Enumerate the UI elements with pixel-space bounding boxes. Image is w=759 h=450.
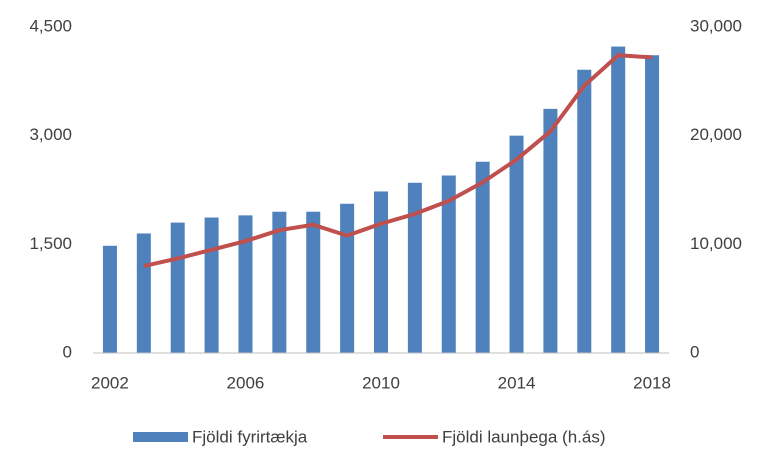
bar <box>611 46 626 354</box>
y-tick-label: 0 <box>63 342 72 361</box>
y-tick-label: 1,500 <box>29 234 72 253</box>
x-tick-label: 2014 <box>498 373 536 392</box>
bar <box>272 211 287 353</box>
bar <box>441 175 456 353</box>
y-tick-label: 3,000 <box>29 125 72 144</box>
legend-label: Fjöldi launþega (h.ás) <box>442 427 605 446</box>
line <box>143 53 653 269</box>
legend-swatch <box>133 432 188 442</box>
x-tick-label: 2018 <box>633 373 671 392</box>
x-tick-label: 2006 <box>227 373 265 392</box>
bar <box>543 108 558 354</box>
y-tick-label: 4,500 <box>29 16 72 35</box>
x-tick-label: 2010 <box>362 373 400 392</box>
bar <box>509 135 524 353</box>
bar <box>407 182 422 353</box>
y2-tick-label: 30,000 <box>690 16 742 35</box>
bar <box>102 245 117 353</box>
bar <box>238 215 253 353</box>
bar <box>645 55 660 354</box>
legend-label: Fjöldi fyrirtækja <box>192 427 308 446</box>
y2-tick-label: 10,000 <box>690 234 742 253</box>
y2-tick-label: 0 <box>690 342 699 361</box>
bar <box>475 161 490 353</box>
bar <box>170 222 185 353</box>
y2-tick-label: 20,000 <box>690 125 742 144</box>
bar <box>306 211 321 353</box>
bar <box>340 203 355 353</box>
x-tick-label: 2002 <box>91 373 129 392</box>
bar <box>374 191 388 353</box>
bar <box>136 233 151 353</box>
bar <box>204 217 219 353</box>
bar <box>577 69 592 354</box>
